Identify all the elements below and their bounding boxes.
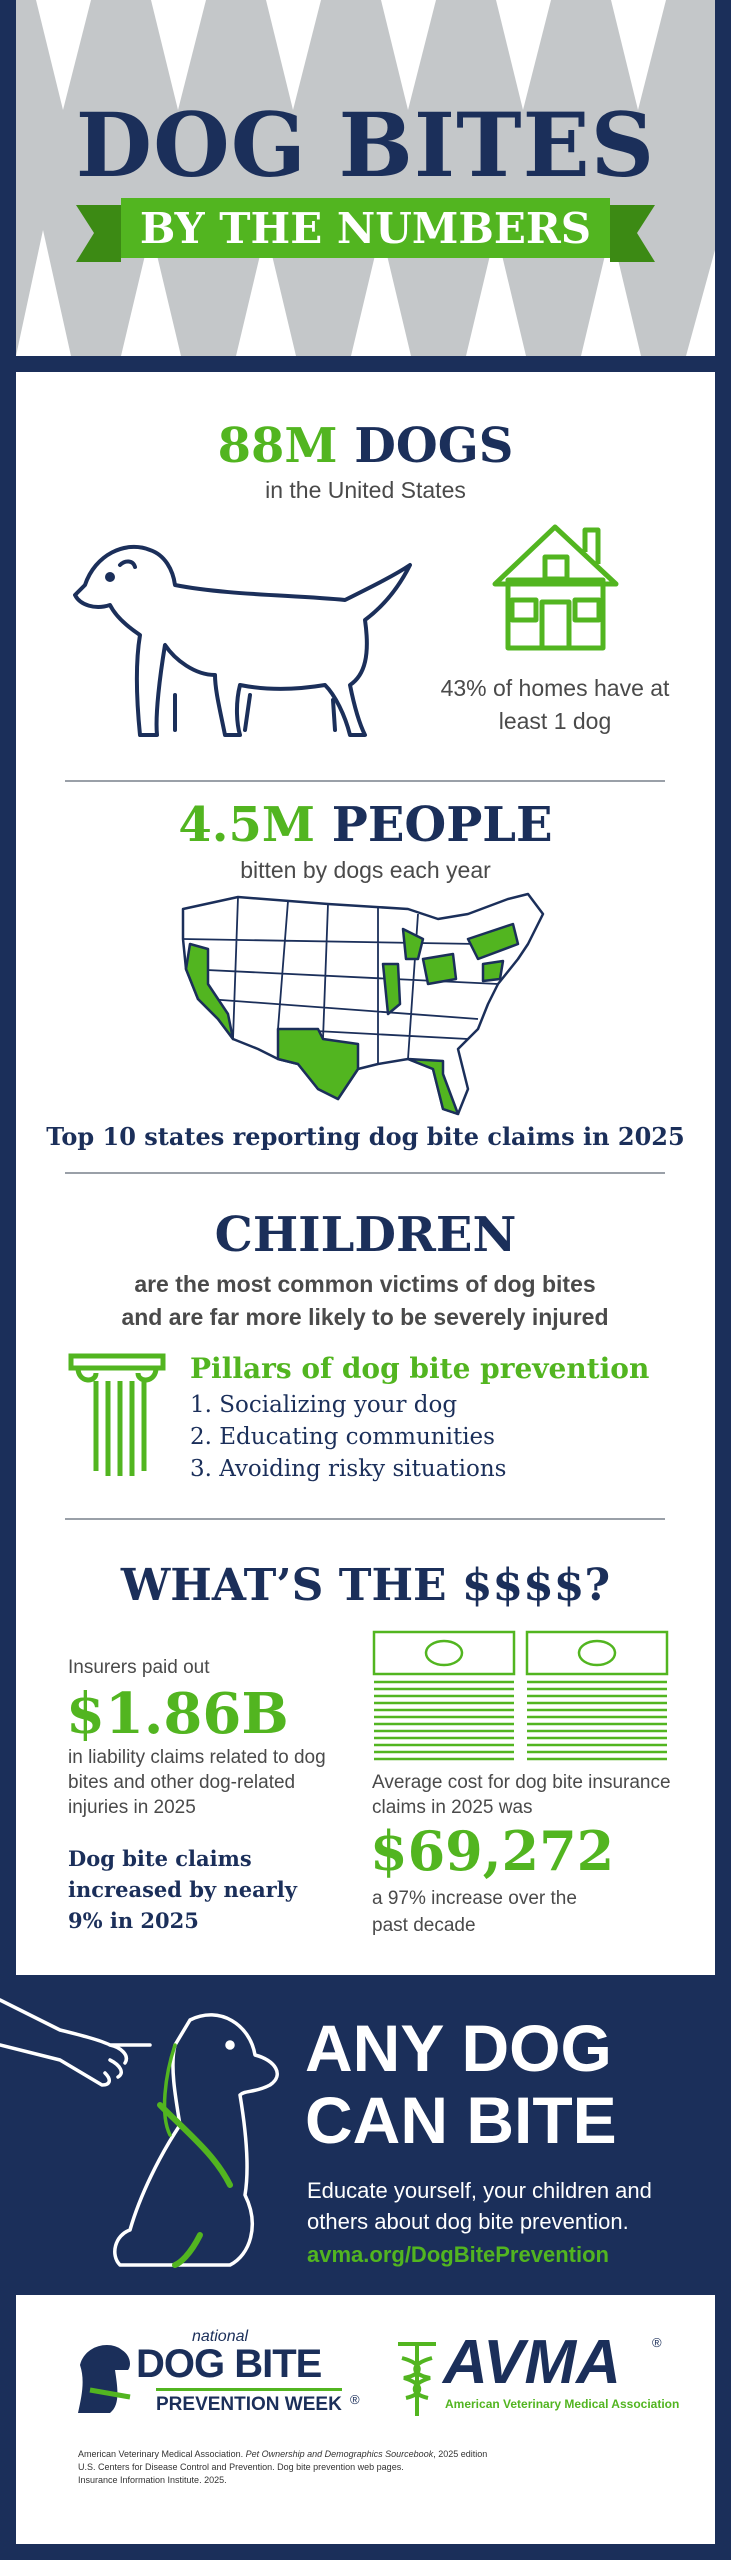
map-caption: Top 10 states reporting dog bite claims … [46, 1122, 685, 1151]
pillar-item: 3. Avoiding risky situations [190, 1456, 507, 1482]
cta-link: avma.org/DogBitePrevention [307, 2242, 609, 2267]
divider [65, 1172, 665, 1174]
dogs-label: DOGS [354, 418, 514, 474]
header-title: DOG BITES [75, 93, 656, 197]
people-heading: 4.5M PEOPLE [0, 797, 731, 853]
cta-title: ANY DOG CAN BITE [305, 2012, 617, 2156]
citation-rest: Dog bite prevention web pages. [277, 2462, 404, 2472]
homes-caption: 43% of homes have at least 1 dog [440, 675, 670, 734]
citation: Insurance Information Institute. 2025. [78, 2474, 678, 2487]
footer-panel [16, 2295, 715, 2544]
money-title: WHAT’S THE $$$$? [120, 1560, 611, 1611]
dbpw-small: national [192, 2328, 249, 2345]
dog-illustration [73, 544, 412, 737]
dbpw-mark: ® [350, 2392, 360, 2407]
dbpw-sub: PREVENTION WEEK [156, 2388, 342, 2417]
cta-title-line: CAN BITE [305, 2083, 617, 2157]
header-subtitle: BY THE NUMBERS [139, 204, 592, 253]
money-total-caption: in liability claims related to dog bites… [68, 1747, 326, 1818]
citation-title: Pet Ownership and Demographics Sourceboo… [245, 2449, 434, 2459]
money-total: $1.86B [66, 1681, 289, 1747]
avma-mark: ® [652, 2335, 662, 2350]
avg-intro: Average cost for dog bite insurance clai… [372, 1772, 671, 1818]
people-stat: 4.5M [178, 797, 315, 853]
citation-rest: , 2025 edition [433, 2449, 488, 2459]
avma-caduceus [398, 2342, 436, 2416]
citations: American Veterinary Medical Association.… [78, 2448, 678, 2487]
citation-author: American Veterinary Medical Association. [78, 2449, 244, 2459]
citation-author: U.S. Centers for Disease Control and Pre… [78, 2462, 275, 2472]
pillar-item: 2. Educating communities [190, 1424, 495, 1450]
dogs-heading: 88M DOGS [0, 418, 731, 474]
dbpw-main: DOG BITE [136, 2342, 322, 2386]
children-caption: are the most common victims of dog bites… [121, 1271, 609, 1330]
citation-rest: 2025. [204, 2475, 227, 2485]
sitting-dog-illustration [0, 1998, 279, 2268]
citation: American Veterinary Medical Association.… [78, 2448, 678, 2461]
pillar-icon [68, 1353, 166, 1476]
house-icon [492, 524, 619, 651]
divider [65, 780, 665, 782]
pillars-list: 1. Socializing your dog 2. Educating com… [190, 1389, 506, 1485]
money-intro: Insurers paid out [68, 1657, 210, 1678]
children-title: CHILDREN [214, 1207, 517, 1263]
avg-caption: a 97% increase over the past decade [372, 1888, 577, 1936]
dbpw-dog-icon [78, 2345, 131, 2413]
dogs-caption: in the United States [265, 477, 466, 503]
dogs-stat: 88M [217, 418, 338, 474]
avma-main: AVMA [443, 2328, 621, 2397]
money-increase: Dog bite claims increased by nearly 9% i… [68, 1846, 297, 1933]
pillar-item: 1. Socializing your dog [190, 1392, 458, 1418]
citation: U.S. Centers for Disease Control and Pre… [78, 2461, 678, 2474]
divider [65, 1518, 665, 1520]
us-map [181, 892, 545, 1116]
people-caption: bitten by dogs each year [240, 857, 491, 883]
people-label: PEOPLE [331, 797, 553, 853]
cta-text: Educate yourself, your children and othe… [307, 2178, 652, 2234]
money-stacks [372, 1630, 669, 1761]
avma-sub: American Veterinary Medical Association [445, 2397, 680, 2411]
citation-author: Insurance Information Institute. [78, 2475, 202, 2485]
avg-cost: $69,272 [370, 1819, 615, 1883]
cta-title-line: ANY DOG [305, 2011, 612, 2085]
header-background [16, 0, 715, 356]
pillars-title: Pillars of dog bite prevention [190, 1352, 650, 1385]
